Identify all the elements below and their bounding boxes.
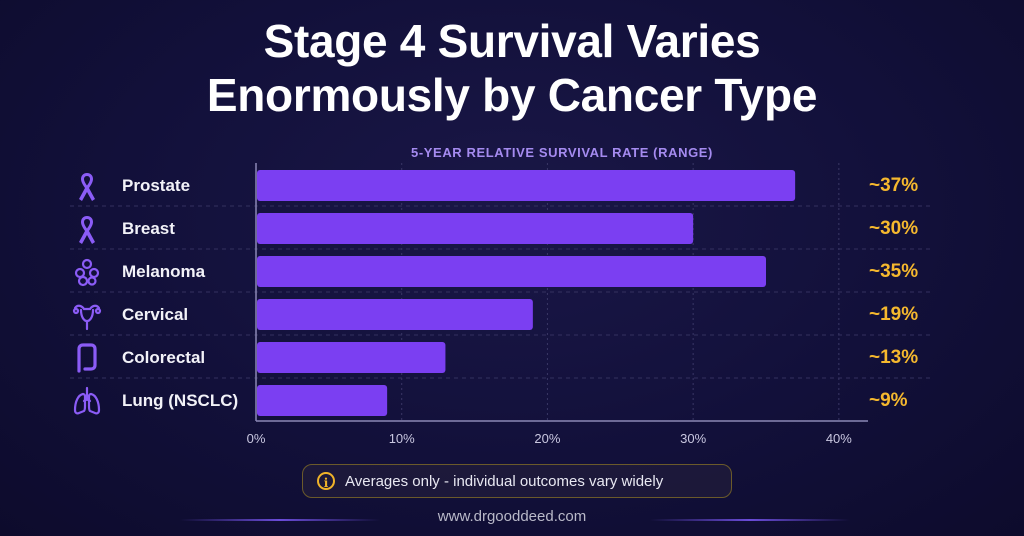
category-label: Cervical (122, 304, 189, 324)
category-label: Melanoma (122, 261, 206, 281)
bar-prostate (257, 170, 796, 201)
info-icon: i (317, 472, 335, 490)
footer-glow-left (180, 519, 380, 521)
x-tick-label: 0% (247, 431, 266, 446)
x-tick-label: 40% (826, 431, 852, 446)
disclaimer-text: Averages only - individual outcomes vary… (345, 472, 664, 490)
lungs-icon (72, 384, 102, 418)
title-line-2: Enormously by Cancer Type (206, 69, 818, 121)
bar-melanoma (257, 256, 766, 287)
x-tick-label: 20% (534, 431, 560, 446)
melanoma-cells-icon (72, 255, 102, 289)
ribbon-icon (72, 212, 102, 246)
bar-cervical (257, 299, 533, 330)
value-label: ~9% (869, 389, 908, 411)
x-tick-label: 10% (389, 431, 415, 446)
disclaimer-note: i Averages only - individual outcomes va… (302, 464, 732, 498)
bar-breast (257, 213, 694, 244)
footer-glow-right (650, 519, 850, 521)
category-label: Colorectal (122, 347, 206, 367)
value-label: ~37% (869, 174, 919, 196)
category-label: Lung (NSCLC) (122, 390, 239, 410)
bar-colorectal (257, 342, 446, 373)
value-label: ~19% (869, 303, 919, 325)
value-label: ~13% (869, 346, 919, 368)
value-label: ~30% (869, 217, 919, 239)
category-label: Prostate (122, 175, 191, 195)
chart-title: Stage 4 Survival Varies Enormously by Ca… (0, 14, 1024, 122)
chart-subtitle: 5-YEAR RELATIVE SURVIVAL RATE (RANGE) (411, 145, 713, 160)
footer-url: www.drgooddeed.com (437, 508, 587, 525)
uterus-icon (72, 298, 102, 332)
title-line-1: Stage 4 Survival Varies (263, 15, 761, 67)
bar-lung-nsclc (257, 385, 388, 416)
category-label: Breast (122, 218, 175, 238)
colon-icon (72, 341, 102, 375)
x-tick-label: 30% (680, 431, 706, 446)
value-label: ~35% (869, 260, 919, 282)
ribbon-icon (72, 169, 102, 203)
